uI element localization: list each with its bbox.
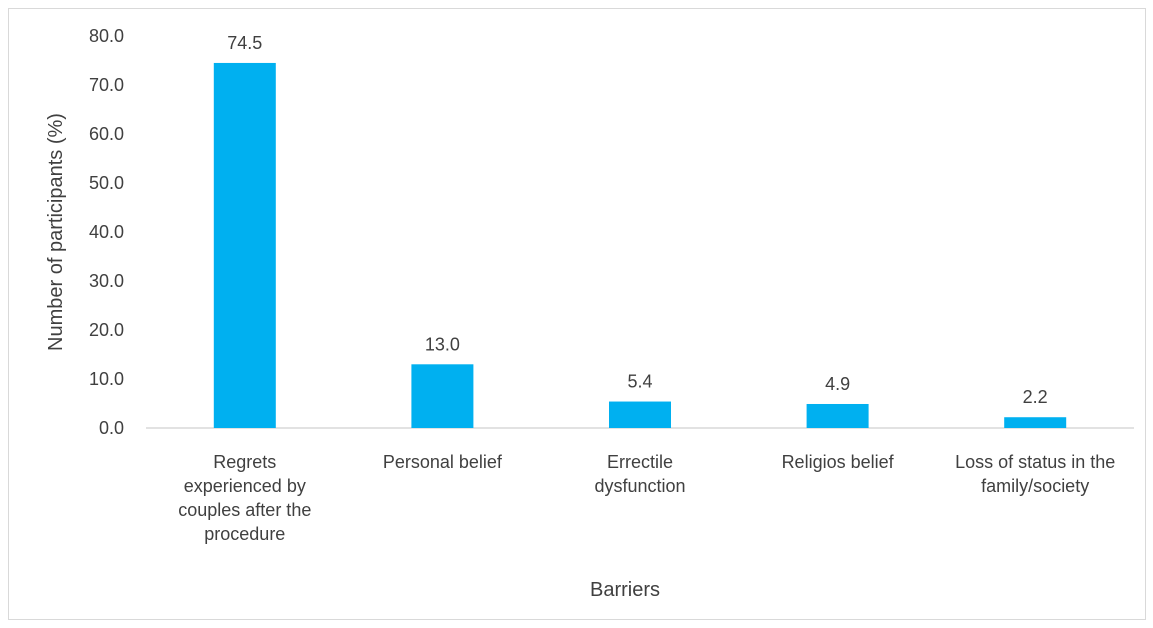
- data-label: 2.2: [1023, 387, 1048, 407]
- chart-frame: [8, 8, 1146, 620]
- y-axis-ticks: 0.0 10.0 20.0 30.0 40.0 50.0 60.0 70.0 80.0: [89, 26, 124, 438]
- x-axis-title: Barriers: [590, 579, 660, 601]
- bar: [213, 62, 276, 428]
- bar: [806, 403, 869, 428]
- data-label: 13.0: [425, 334, 460, 354]
- y-tick-label: 30.0: [89, 271, 124, 291]
- y-tick-label: 70.0: [89, 75, 124, 95]
- data-label: 74.5: [227, 33, 262, 53]
- y-tick-label: 80.0: [89, 26, 124, 46]
- x-tick-label: Loss of status in the family/society: [955, 452, 1115, 496]
- bar: [1004, 417, 1067, 428]
- x-tick-label: Religios belief: [782, 452, 895, 472]
- y-axis-title: Number of participants (%): [45, 113, 67, 351]
- x-tick-label: Regrets experienced by couples after the pr…: [178, 452, 311, 544]
- y-tick-label: 60.0: [89, 124, 124, 144]
- bar: [609, 401, 671, 428]
- x-axis-category-labels: Regrets experienced by couples after the pr…: [178, 452, 1115, 544]
- y-tick-label: 0.0: [99, 418, 124, 438]
- x-tick-label: Personal belief: [383, 452, 503, 472]
- y-tick-label: 20.0: [89, 320, 124, 340]
- bars: [213, 62, 1067, 428]
- data-labels: 74.5 13.0 5.4 4.9 2.2: [227, 33, 1047, 407]
- y-tick-label: 40.0: [89, 222, 124, 242]
- y-tick-label: 50.0: [89, 173, 124, 193]
- y-tick-label: 10.0: [89, 369, 124, 389]
- x-tick-label: Errectile dysfunction: [594, 452, 685, 496]
- bar: [411, 364, 474, 428]
- data-label: 4.9: [825, 374, 850, 394]
- data-label: 5.4: [627, 372, 652, 392]
